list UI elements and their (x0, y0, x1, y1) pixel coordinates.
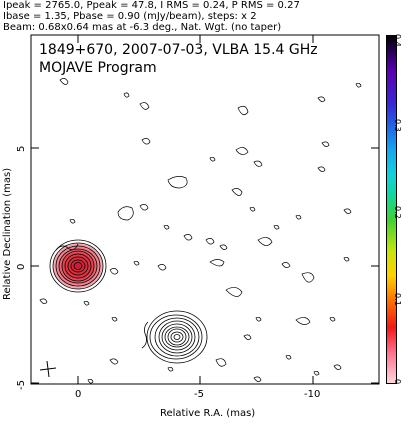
y-tick-label: -5 (16, 380, 27, 390)
y-tick-label: 0 (16, 263, 27, 270)
beam-marker (39, 360, 57, 378)
x-axis-label: Relative R.A. (mas) (160, 408, 256, 419)
y-tick-label: 5 (16, 145, 27, 152)
axis-ticks (31, 35, 379, 384)
plot-subtitle: MOJAVE Program (39, 60, 157, 76)
core-component (49, 239, 107, 293)
colorbar-tick-label: 0.2 (393, 206, 402, 219)
x-tick-label: -10 (304, 389, 321, 400)
header-line-2: Ibase = 1.35, Pbase = 0.90 (mJy/beam), s… (3, 11, 257, 22)
colorbar-tick-label: 0.3 (393, 119, 402, 132)
header-line-1: Ipeak = 2765.0, Ppeak = 47.8, I RMS = 0.… (3, 0, 300, 11)
jet-component (141, 310, 208, 364)
colorbar-tick-label: 0 (393, 379, 402, 385)
noise-contours (39, 78, 362, 384)
colorbar-tick-label: 0.1 (393, 293, 402, 306)
colorbar-tick-label: 0.4 (393, 34, 402, 47)
y-axis-label: Relative Declination (mas) (2, 167, 13, 300)
colorbar (386, 35, 397, 384)
x-tick-label: -5 (194, 389, 204, 400)
plot-title: 1849+670, 2007-07-03, VLBA 15.4 GHz (39, 42, 318, 58)
header-line-3: Beam: 0.68x0.64 mas at -6.3 deg., Nat. W… (3, 22, 282, 33)
plot-frame (30, 34, 380, 385)
x-tick-label: 0 (75, 389, 82, 400)
